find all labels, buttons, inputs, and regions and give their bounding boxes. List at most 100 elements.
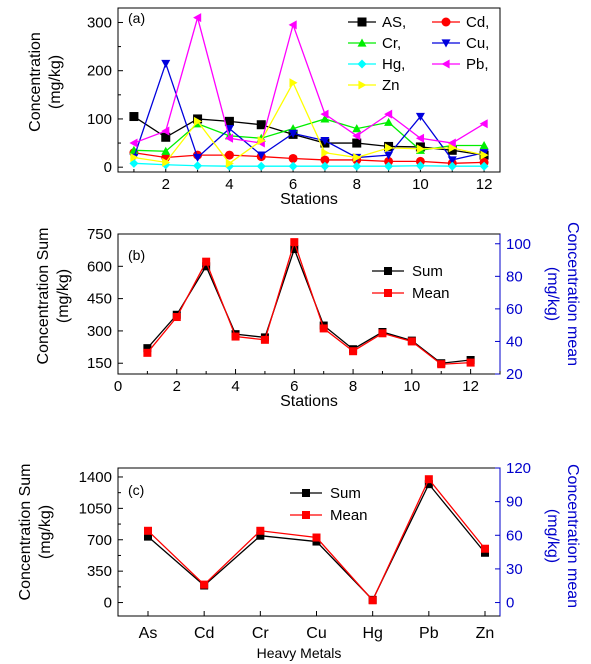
- data-point: [231, 332, 240, 341]
- data-point: [224, 124, 234, 134]
- data-point: [479, 119, 488, 129]
- y2-tick-label: 30: [506, 561, 523, 578]
- panel-label: (a): [128, 10, 145, 26]
- y-tick-label: 1400: [79, 469, 112, 486]
- data-point: [352, 124, 362, 133]
- y2-tick-label: 80: [506, 268, 523, 285]
- data-point: [479, 161, 489, 171]
- legend-marker: [358, 80, 367, 90]
- x-tick-label: Cr: [252, 625, 270, 642]
- data-point: [143, 348, 152, 357]
- y2-tick-label: 120: [506, 460, 531, 477]
- x-axis-label: Stations: [280, 393, 338, 410]
- x-tick-label: 4: [225, 176, 233, 193]
- data-point: [320, 137, 330, 146]
- data-point: [424, 475, 433, 484]
- data-point: [384, 143, 394, 153]
- legend-marker: [384, 267, 392, 275]
- data-point: [320, 114, 330, 123]
- legend: AS, Cd, Cr, Cu, Hg, Pb, Zn: [348, 14, 489, 94]
- data-point: [193, 13, 202, 23]
- data-point: [161, 146, 171, 155]
- data-point: [143, 344, 152, 353]
- data-point: [352, 138, 362, 148]
- data-point: [224, 150, 234, 160]
- x-tick-label: 8: [349, 378, 357, 395]
- x-tick-label: 2: [162, 176, 170, 193]
- data-point: [193, 161, 203, 171]
- data-point: [320, 161, 330, 171]
- legend-label: Cu,: [466, 35, 489, 52]
- data-point: [202, 262, 211, 271]
- data-point: [349, 347, 358, 356]
- data-point: [162, 157, 171, 167]
- data-point: [319, 324, 328, 333]
- data-point: [161, 132, 171, 142]
- y-tick-label: 100: [87, 111, 112, 128]
- y-tick-label: 0: [104, 159, 112, 176]
- data-point: [225, 158, 234, 168]
- legend-label: Hg,: [382, 56, 405, 73]
- data-point: [415, 161, 425, 171]
- panel-b: 150 300 450 600 750 20 40 60 80 100 0 2 4 6 8 10 12 Stati…: [35, 222, 581, 410]
- data-point: [466, 358, 475, 367]
- data-point: [415, 133, 425, 143]
- data-point: [447, 156, 457, 165]
- legend: Sum Mean: [372, 263, 450, 302]
- data-point: [384, 156, 394, 166]
- data-point: [256, 161, 266, 171]
- legend-marker: [441, 17, 451, 27]
- data-point: [129, 112, 139, 122]
- data-point: [352, 161, 362, 171]
- data-point: [312, 537, 321, 546]
- data-point: [481, 548, 489, 557]
- y2-axis-label: Concentration mean(mg/kg): [544, 464, 581, 608]
- data-point: [161, 126, 170, 136]
- x-tick-label: 10: [412, 176, 429, 193]
- x-tick-label: Cu: [306, 625, 326, 642]
- legend-label: Mean: [412, 285, 450, 302]
- x-tick-label: 0: [114, 378, 122, 395]
- data-point: [407, 337, 416, 346]
- y-tick-label: 750: [87, 226, 112, 243]
- data-point: [384, 109, 393, 119]
- data-point: [288, 129, 298, 138]
- x-tick-label: Pb: [419, 625, 439, 642]
- legend-label: Sum: [330, 485, 361, 502]
- data-point: [172, 313, 181, 322]
- data-point: [321, 148, 330, 158]
- legend-marker: [441, 39, 451, 48]
- series-line: [133, 61, 485, 161]
- y-tick-label: 1050: [79, 500, 112, 517]
- data-point: [200, 580, 209, 589]
- x-tick-label: 10: [404, 378, 421, 395]
- y-tick-label: 300: [87, 323, 112, 340]
- data-point: [288, 153, 298, 163]
- data-point: [193, 153, 203, 163]
- legend-label: Mean: [330, 507, 368, 524]
- data-point: [416, 144, 425, 154]
- data-point: [447, 138, 456, 148]
- data-point: [290, 238, 299, 247]
- data-point: [437, 360, 446, 369]
- data-point: [224, 116, 234, 126]
- data-point: [447, 161, 457, 171]
- x-tick-label: 8: [353, 176, 361, 193]
- data-point: [384, 117, 394, 126]
- series-line: [146, 240, 471, 365]
- y-tick-label: 150: [87, 355, 112, 372]
- legend-marker: [302, 511, 310, 519]
- y2-tick-label: 90: [506, 494, 523, 511]
- y2-tick-label: 100: [506, 236, 531, 253]
- data-point: [260, 335, 269, 344]
- legend-label: Cr,: [382, 35, 401, 52]
- y-tick-label: 0: [104, 595, 112, 612]
- data-point: [384, 161, 394, 171]
- panel-label: (c): [128, 482, 144, 498]
- legend-label: Sum: [412, 263, 443, 280]
- series-line: [146, 247, 471, 364]
- data-point: [368, 596, 377, 605]
- series-line: [133, 152, 485, 164]
- series-line: [133, 115, 485, 156]
- x-axis-label: Stations: [280, 191, 338, 208]
